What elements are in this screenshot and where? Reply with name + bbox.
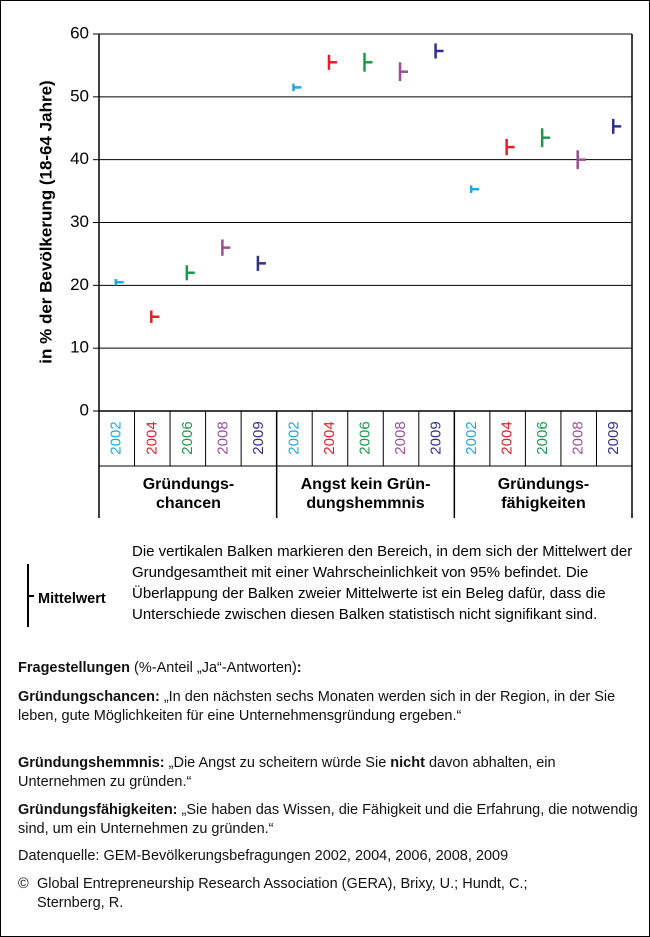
note: Gründungschancen: „In den nächsten sechs… (18, 688, 643, 726)
year-label: 2002 (463, 421, 480, 454)
note-label: Gründungsfähigkeiten: (18, 802, 178, 818)
year-label: 2004 (499, 421, 516, 454)
note-text: davon abhalten, ein Unternehmen zu gründ… (18, 755, 556, 790)
note-label: Gründungschancen: (18, 689, 160, 705)
chart: in % der Bevölkerung (18-64 Jahre) 0 10 20… (36, 23, 633, 518)
year-label: 2006 (534, 421, 551, 454)
group-label: Angst kein Grün- dungshemmnis (300, 476, 431, 512)
group-label: Gründungs- chancen (142, 476, 235, 512)
year-label: 2009 (250, 421, 267, 454)
source: Datenquelle: GEM-Bevölkerungsbefragungen… (18, 848, 509, 864)
year-label: 2006 (356, 421, 373, 454)
note-text: „Die Angst zu scheitern würde Sie (168, 755, 387, 771)
year-label: 2008 (214, 421, 231, 454)
y-tick-label: 10 (70, 338, 89, 357)
note-text: „Sie haben das Wissen, die Fähigkeit und… (18, 802, 638, 837)
copyright-symbol: © (18, 876, 29, 892)
y-tick-label: 30 (70, 212, 89, 231)
note: Gründungsfähigkeiten: „Sie haben das Wis… (18, 801, 643, 839)
year-label: 2002 (285, 421, 302, 454)
year-label: 2002 (108, 421, 125, 454)
legend-label: Mittelwert (38, 591, 106, 607)
y-tick-label: 40 (70, 149, 89, 168)
note-label: Fragestellungen (18, 660, 130, 676)
y-tick-label: 60 (70, 23, 89, 42)
y-axis-label: in % der Bevölkerung (18-64 Jahre) (36, 80, 55, 363)
legend-text: Die vertikalen Balken markieren den Bere… (132, 543, 633, 623)
year-label: 2009 (605, 421, 622, 454)
y-tick-label: 20 (70, 275, 89, 294)
year-label: 2006 (179, 421, 196, 454)
note: Fragestellungen (%-Anteil „Ja“-Antworten… (18, 659, 643, 678)
year-label: 2009 (428, 421, 445, 454)
legend-symbol (27, 564, 34, 627)
y-tick-label: 0 (80, 400, 89, 419)
note: Gründungshemmnis: „Die Angst zu scheiter… (18, 754, 643, 792)
year-label: 2004 (321, 421, 338, 454)
group-label: Gründungs- fähigkeiten (497, 476, 590, 512)
year-label: 2008 (570, 421, 587, 454)
note-label: Gründungshemmnis: (18, 755, 165, 771)
year-label: 2008 (392, 421, 409, 454)
note-text: „In den nächsten sechs Monaten werden si… (18, 689, 616, 724)
copyright: Global Entrepreneurship Research Associa… (37, 876, 528, 911)
note-text: (%-Anteil „Ja“-Antworten) (134, 660, 297, 676)
year-label: 2004 (143, 421, 160, 454)
note-emphasis: nicht (390, 755, 425, 771)
y-tick-label: 50 (70, 86, 89, 105)
note-text: : (296, 660, 302, 676)
